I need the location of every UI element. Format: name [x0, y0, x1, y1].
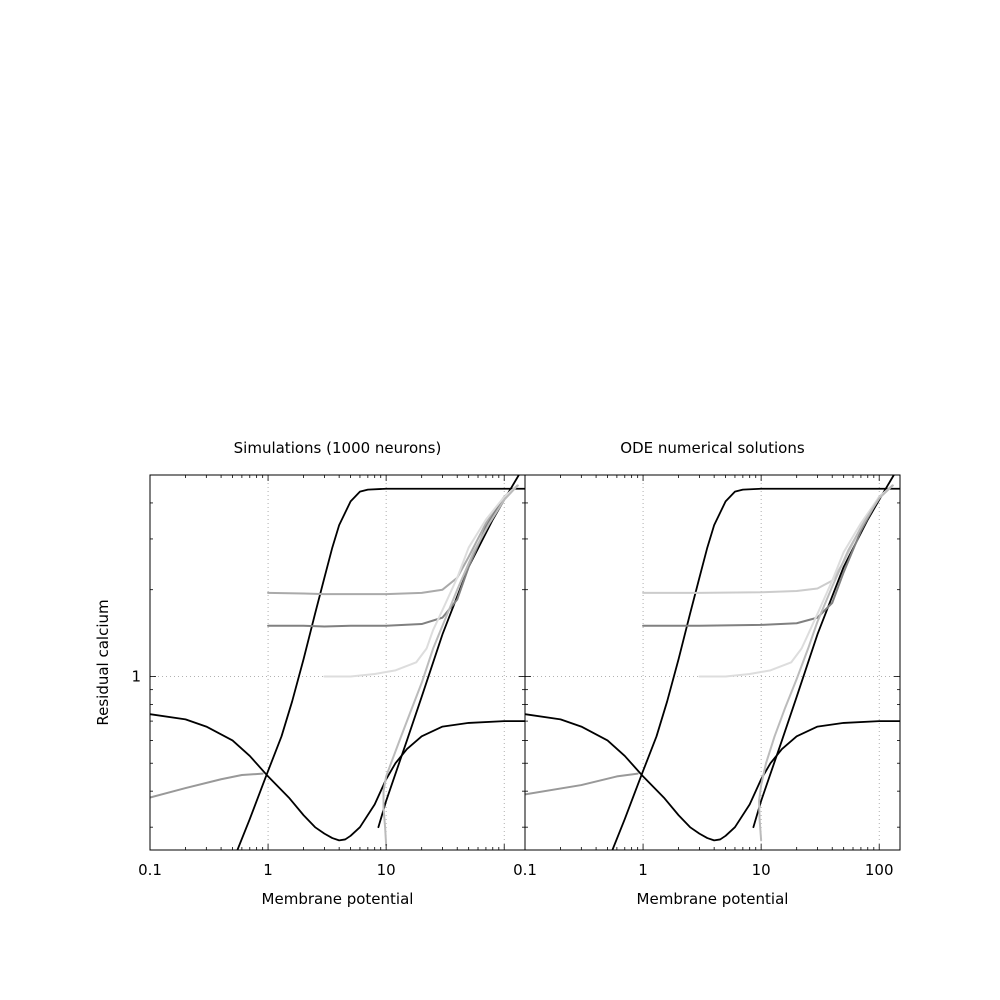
left-series-line-7	[382, 484, 519, 847]
right-chart-title: ODE numerical solutions	[620, 439, 805, 457]
left-series-line-6	[323, 484, 519, 678]
left-chart-title: Simulations (1000 neurons)	[234, 439, 442, 457]
right-ticks: 0.1 1 10 100	[513, 474, 900, 879]
left-x-axis-label: Membrane potential	[262, 890, 414, 908]
left-x-tick-label: 0.1	[138, 861, 162, 879]
left-grid	[150, 475, 525, 850]
right-series	[525, 475, 900, 850]
left-ticks: 0.1 1 10 1	[131, 474, 525, 879]
right-series-line-6	[698, 484, 894, 678]
left-series-line-5	[267, 484, 519, 628]
right-series-line-8	[525, 772, 639, 796]
left-series	[150, 475, 525, 850]
right-panel: 0.1 1 10 100 ODE numerical solutions Membra…	[513, 439, 901, 908]
right-series-line-1	[525, 713, 900, 842]
left-series-line-1	[150, 713, 525, 842]
right-series-line-2	[611, 487, 900, 850]
left-x-tick-label: 10	[377, 861, 396, 879]
right-series-line-7	[758, 484, 894, 842]
left-series-line-8	[150, 772, 264, 799]
left-panel: 0.1 1 10 1 Simulations (1000 neurons) Membr…	[94, 439, 526, 908]
right-x-axis-label: Membrane potential	[637, 890, 789, 908]
right-x-tick-label: 100	[865, 861, 894, 879]
left-series-line-2	[236, 487, 525, 850]
right-x-tick-label: 10	[752, 861, 771, 879]
left-y-axis-label: Residual calcium	[94, 599, 112, 725]
right-series-line-3	[752, 475, 895, 829]
left-x-tick-label: 1	[263, 861, 273, 879]
right-x-tick-label: 0.1	[513, 861, 537, 879]
left-y-tick-label: 1	[131, 667, 141, 685]
right-plot-frame	[524, 474, 901, 851]
right-x-tick-label: 1	[638, 861, 648, 879]
left-series-line-4	[267, 484, 519, 596]
